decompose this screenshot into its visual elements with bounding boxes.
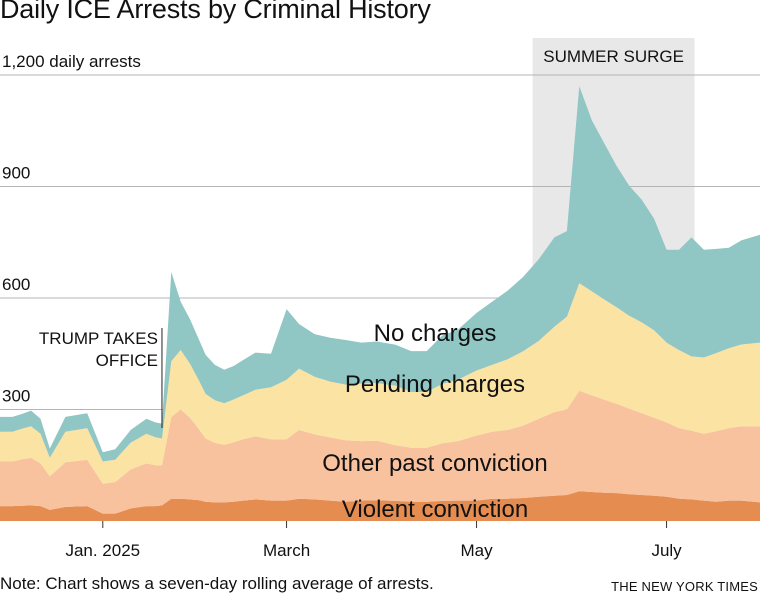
area-other-past-conviction <box>0 390 760 514</box>
summer-surge-label: SUMMER SURGE <box>543 47 684 66</box>
area-violent-conviction <box>0 491 760 521</box>
series-label-no-charges: No charges <box>374 320 497 347</box>
trump-takes-office-label: OFFICE <box>96 351 158 370</box>
x-tick-label: Jan. 2025 <box>65 541 140 560</box>
trump-takes-office-label: TRUMP TAKES <box>39 329 158 348</box>
x-tick-label: July <box>651 541 682 560</box>
series-label-pending-charges: Pending charges <box>345 371 525 398</box>
source-credit: THE NEW YORK TIMES <box>611 579 758 594</box>
series-label-other-past-conviction: Other past conviction <box>322 450 547 477</box>
series-label-violent-conviction: Violent conviction <box>342 496 528 523</box>
y-tick-label: 900 <box>2 164 30 183</box>
y-tick-label: 1,200 daily arrests <box>2 52 141 71</box>
y-tick-label: 600 <box>2 275 30 294</box>
area-no-charges <box>0 86 760 462</box>
area-pending-charges <box>0 283 760 484</box>
y-tick-label: 300 <box>2 387 30 406</box>
page-title: Daily ICE Arrests by Criminal History <box>0 0 431 24</box>
chart-note: Note: Chart shows a seven-day rolling av… <box>0 574 434 593</box>
x-tick-label: March <box>263 541 310 560</box>
x-tick-label: May <box>460 541 493 560</box>
